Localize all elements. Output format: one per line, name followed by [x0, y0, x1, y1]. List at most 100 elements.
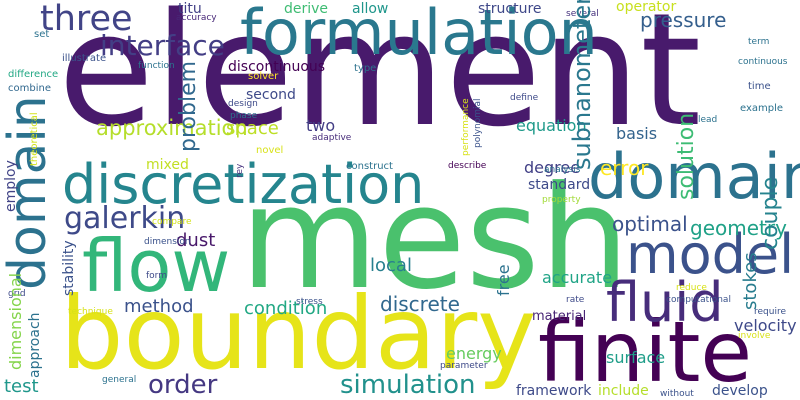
word-optimal: solution — [674, 112, 699, 200]
word-dimension: dimension — [144, 237, 191, 247]
word-geometry: optimal — [612, 212, 688, 236]
word-rey: rey — [235, 163, 245, 178]
word-term: term — [748, 37, 770, 47]
word-interface: galerkin — [64, 201, 186, 236]
word-phase: phase — [230, 111, 258, 121]
word-continuous: continuous — [738, 57, 788, 67]
word-combine: combine — [8, 83, 51, 94]
word-material: include — [598, 383, 649, 399]
word-include: framework — [516, 383, 592, 399]
word-standard: degree — [524, 158, 581, 177]
word-problem: approximation — [96, 116, 248, 140]
word-approach: dimensional — [6, 272, 25, 370]
word-velocity: surface — [606, 348, 666, 367]
word-novel: novel — [256, 145, 284, 156]
word-lead: lead — [698, 115, 718, 125]
word-describe: describe — [448, 161, 487, 171]
word-three: fluid — [606, 271, 724, 334]
word-adaptive: adaptive — [312, 133, 352, 143]
word-method: local — [370, 255, 412, 276]
word-energy: material — [532, 309, 587, 324]
word-approximation: discrete — [380, 292, 460, 316]
word-framework: develop — [712, 383, 768, 399]
word-free: energy — [446, 344, 502, 363]
word-function: function — [138, 61, 175, 71]
word-allow: derive — [284, 1, 329, 17]
word-structure: allow — [352, 1, 389, 17]
word-local: error — [600, 156, 649, 180]
word-type: type — [354, 63, 377, 74]
word-efficiency: theoretical — [29, 112, 40, 166]
word-finite: finite — [538, 303, 753, 400]
word-define: define — [510, 93, 539, 103]
word-space: dust — [176, 230, 216, 251]
word-galerkin: three — [40, 0, 133, 39]
word-couple: pressure — [640, 8, 727, 32]
word-solver: solver — [248, 71, 279, 82]
word-involve: involve — [738, 331, 771, 341]
word-equation: two — [306, 116, 336, 135]
word-titu: basis — [616, 124, 658, 143]
word-analysis: analysis — [544, 165, 581, 175]
word-flow: flow — [82, 224, 231, 308]
word-without: without — [660, 389, 694, 399]
word-boundary: boundary — [60, 275, 537, 392]
word-dimensional: mixed — [146, 157, 189, 173]
word-mesh: mesh — [240, 156, 630, 321]
word-surface: test — [4, 376, 39, 397]
word-pressure: problem — [176, 60, 201, 152]
word-dust: condition — [244, 298, 328, 319]
word-computational: computational — [666, 295, 731, 305]
word-error: stokes — [740, 252, 761, 310]
word-test: space — [226, 118, 279, 139]
word-mixed: second — [246, 87, 296, 103]
word-require: require — [754, 307, 786, 317]
word-model: domain — [588, 140, 800, 213]
word-form: form — [146, 271, 167, 281]
word-formulation: formulation — [240, 0, 598, 69]
word-second: discontinuous — [228, 59, 326, 75]
word-fluid: model — [626, 223, 795, 286]
word-stokes: geometry — [690, 216, 787, 240]
word-accuracy: accuracy — [176, 13, 217, 23]
word-reduce: reduce — [676, 283, 707, 293]
word-stability: approach — [27, 312, 43, 378]
word-simulation: order — [148, 370, 218, 400]
word-accurate: free — [494, 264, 513, 296]
word-several: several — [566, 9, 599, 19]
word-element: element — [58, 0, 702, 161]
word-operator: structure — [478, 1, 542, 17]
word-solution: subnanometer — [568, 0, 596, 170]
word-polynomial: polynomial — [473, 98, 483, 148]
word-rate: rate — [566, 295, 585, 305]
word-compare: compare — [152, 217, 192, 227]
word-general: general — [102, 375, 137, 385]
word-grid: grid — [8, 289, 26, 299]
word-example: example — [740, 103, 784, 114]
word-develop: velocity — [734, 316, 797, 335]
word-technique: technique — [68, 307, 113, 317]
word-two: accurate — [542, 268, 613, 287]
word-design: design — [228, 99, 258, 109]
word-condition: method — [124, 296, 194, 317]
word-property: property — [542, 195, 581, 205]
word-discontinuous: operator — [616, 0, 677, 15]
word-subnanometer: couple — [758, 176, 783, 250]
word-theoretical: employ — [3, 160, 19, 212]
word-order: interface — [100, 29, 225, 62]
word-employ: stability — [61, 240, 77, 296]
word-set: set — [34, 29, 50, 40]
word-difference: difference — [8, 69, 59, 80]
word-time: time — [748, 81, 771, 92]
word-stress: stress — [296, 297, 323, 307]
word-discretization: discretization — [62, 153, 425, 216]
word-construct: construct — [346, 161, 393, 172]
word-parameter: parameter — [440, 361, 488, 371]
word-illustrate: illustrate — [62, 53, 107, 64]
word-degree: equation — [516, 116, 587, 135]
word-basis: standard — [528, 177, 591, 193]
word-derive: titu — [178, 1, 202, 17]
word-performance: performance — [461, 98, 471, 156]
word-discrete: simulation — [340, 370, 476, 400]
